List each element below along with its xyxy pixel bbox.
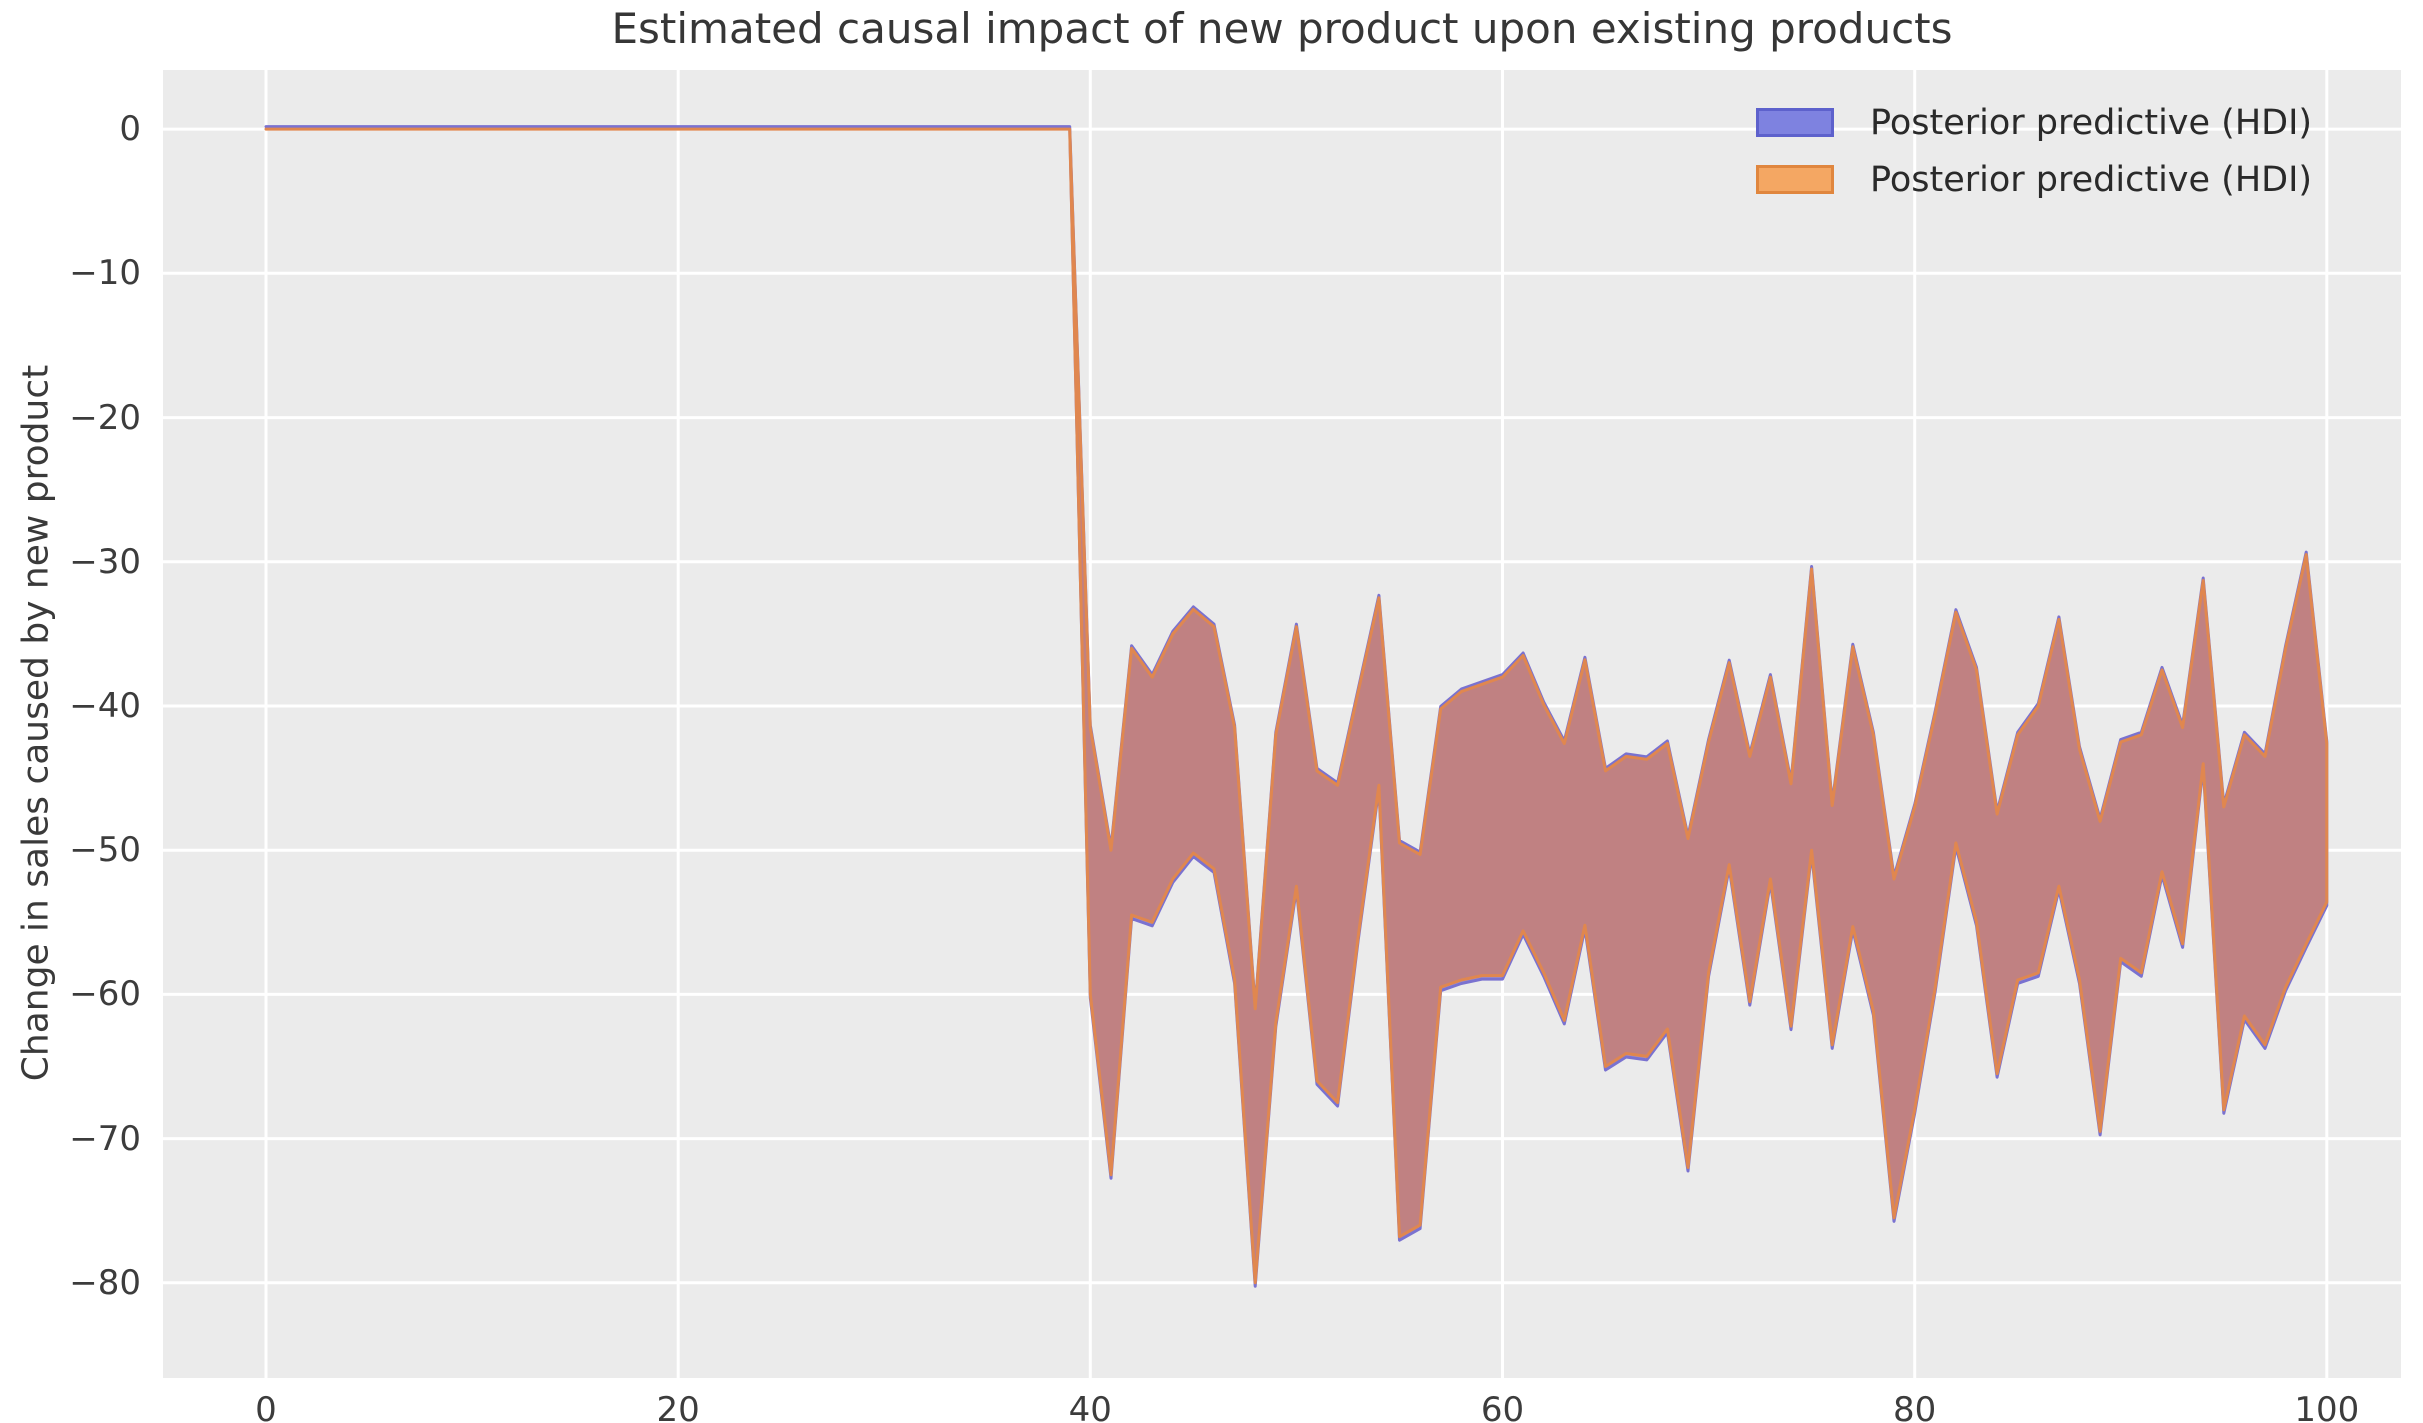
x-tick-label: 20 — [656, 1390, 700, 1423]
legend-item-label: Posterior predictive (HDI) — [1870, 159, 2313, 200]
y-tick-label: −80 — [69, 1262, 141, 1303]
y-tick-label: −70 — [69, 1118, 141, 1159]
legend-swatch-orange-icon — [1756, 165, 1834, 194]
legend-item-posterior-predictive-1: Posterior predictive (HDI) — [1756, 94, 2312, 151]
legend-item-label: Posterior predictive (HDI) — [1870, 102, 2313, 143]
x-tick-label: 0 — [255, 1390, 277, 1423]
y-tick-label: −30 — [69, 541, 141, 582]
x-tick-label: 100 — [2294, 1390, 2360, 1423]
y-tick-label: −50 — [69, 830, 141, 871]
x-tick-label: 60 — [1480, 1390, 1525, 1423]
chart-title: Estimated causal impact of new product u… — [611, 4, 1953, 53]
legend: Posterior predictive (HDI) Posterior pre… — [1756, 94, 2312, 208]
legend-swatch-blue-icon — [1756, 108, 1834, 137]
x-tick-label: 80 — [1893, 1390, 1937, 1423]
y-tick-label: 0 — [119, 109, 141, 150]
y-tick-label: −20 — [69, 397, 141, 438]
y-tick-label: −40 — [69, 686, 141, 726]
x-tick-label: 40 — [1068, 1390, 1112, 1423]
y-tick-label: −60 — [69, 974, 141, 1015]
legend-item-posterior-predictive-2: Posterior predictive (HDI) — [1756, 151, 2312, 208]
hdi-band-orange — [264, 127, 2329, 1285]
y-tick-label: −10 — [69, 253, 141, 294]
